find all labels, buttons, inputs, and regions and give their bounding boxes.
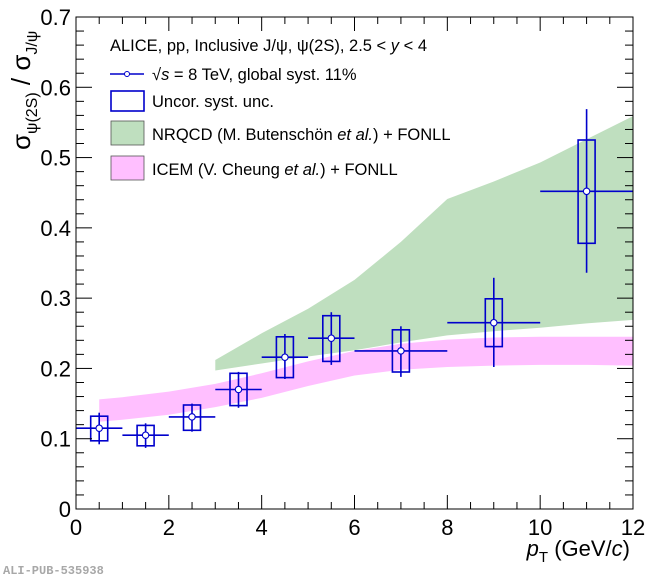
x-axis-unit: (GeV/ [548, 536, 612, 561]
x-axis-unit-close: ) [623, 536, 630, 561]
data-marker [397, 347, 405, 355]
data-point [354, 326, 448, 377]
data-point [215, 371, 262, 408]
y-tick-label: 0.1 [40, 427, 71, 452]
y-tick-label: 0.2 [40, 356, 71, 381]
data-marker [234, 385, 243, 394]
theory-bands [99, 116, 634, 422]
x-tick-label: 12 [621, 515, 645, 540]
legend-label-nrqcd: NRQCD (M. Butenschön et al.) + FONLL [152, 126, 451, 144]
y-tick-label: 0.3 [40, 286, 71, 311]
legend-label-icem-pre: ICEM (V. Cheung [152, 161, 284, 179]
publication-id-watermark: ALI-PUB-535938 [3, 564, 104, 578]
data-points [76, 109, 633, 448]
data-point [168, 403, 216, 432]
legend-marker-circle-icon [124, 71, 130, 77]
x-tick-label: 6 [348, 515, 360, 540]
x-axis-title: pT (GeV/c) [526, 536, 630, 566]
data-marker [327, 334, 336, 342]
legend-header-var: y [390, 37, 401, 55]
legend-label-nrqcd-post: ) + FONLL [373, 126, 450, 144]
legend-entry-icem: ICEM (V. Cheung et al.) + FONLL [110, 155, 398, 181]
legend-label-data-post: = 8 TeV, global syst. 11% [169, 66, 357, 84]
x-axis-unit-var: c [612, 536, 623, 561]
data-point [122, 423, 169, 448]
x-tick-label: 2 [163, 515, 175, 540]
y-tick-label: 0.5 [40, 146, 71, 171]
legend-label-icem-post: ) + FONLL [320, 161, 397, 179]
y-tick-label: 0.7 [40, 5, 71, 30]
legend-label-nrqcd-ital: et al. [337, 126, 373, 144]
x-axis-var: p [526, 536, 539, 561]
data-marker [141, 431, 150, 439]
legend-header-post: < 4 [399, 37, 427, 55]
icem-band [99, 336, 633, 422]
y-axis-title: σψ(2S) / σJ/ψ [6, 31, 41, 150]
legend-label-nrqcd-pre: NRQCD (M. Butenschön [152, 126, 337, 144]
x-axis-var-sub: T [539, 549, 548, 566]
y-tick-label: 0.4 [40, 216, 71, 241]
x-tick-label: 10 [528, 515, 552, 540]
data-point [308, 312, 355, 365]
x-tick-label: 8 [441, 515, 453, 540]
y-axis-sigma-den: σ [6, 55, 36, 71]
data-point [261, 334, 309, 379]
x-tick-label: 0 [70, 515, 82, 540]
legend-label-icem: ICEM (V. Cheung et al.) + FONLL [152, 161, 398, 179]
legend-label-data: √s = 8 TeV, global syst. 11% [152, 66, 357, 84]
legend-entry-data: √s = 8 TeV, global syst. 11% [110, 66, 357, 84]
legend-nrqcd-swatch-icon [110, 120, 145, 146]
data-marker [188, 413, 196, 421]
legend-syst-box-icon [110, 90, 145, 112]
legend-label-syst: Uncor. syst. unc. [152, 93, 274, 111]
y-axis-sigma-num: σ [6, 134, 36, 150]
data-marker [490, 318, 498, 327]
legend-header-pre: ALICE, pp, Inclusive J/ψ, ψ(2S), 2.5 < [110, 37, 391, 55]
x-tick-label: 4 [256, 515, 268, 540]
y-axis-num-sub: ψ(2S) [24, 92, 41, 134]
data-marker [582, 187, 591, 196]
y-axis-den-sub: J/ψ [24, 31, 41, 55]
legend-header: ALICE, pp, Inclusive J/ψ, ψ(2S), 2.5 < y… [110, 37, 427, 55]
legend: ALICE, pp, Inclusive J/ψ, ψ(2S), 2.5 < y… [110, 37, 451, 181]
legend-label-data-root: √ [152, 66, 162, 84]
y-tick-label: 0 [59, 497, 71, 522]
data-point [447, 277, 541, 367]
legend-icem-swatch-icon [110, 155, 145, 181]
legend-label-icem-ital: et al. [284, 161, 320, 179]
legend-entry-syst: Uncor. syst. unc. [110, 90, 274, 112]
axis-tick-labels: 0 2 4 6 8 10 12 0 0.1 0.2 0.3 0.4 0.5 0.6 0.7 [40, 5, 645, 540]
y-axis-slash: / [6, 71, 36, 93]
data-marker [95, 424, 103, 432]
y-tick-label: 0.6 [40, 75, 71, 100]
legend-entry-nrqcd: NRQCD (M. Butenschön et al.) + FONLL [110, 120, 451, 146]
axis-ticks [75, 16, 634, 510]
nrqcd-band [215, 116, 634, 371]
data-point [76, 412, 123, 445]
data-point [540, 109, 633, 273]
legend-label-data-var: s [161, 66, 169, 84]
data-marker [281, 353, 289, 361]
